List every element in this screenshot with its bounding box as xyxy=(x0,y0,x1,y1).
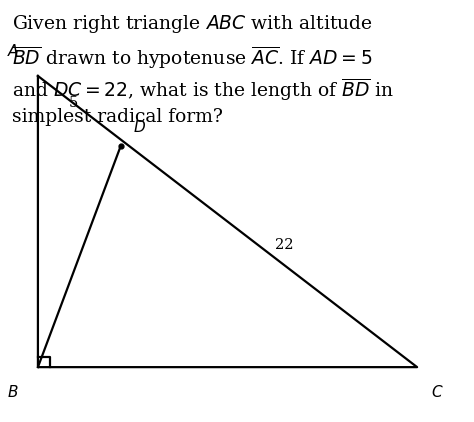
Text: $B$: $B$ xyxy=(8,384,19,400)
Text: $A$: $A$ xyxy=(7,43,19,59)
Text: 5: 5 xyxy=(69,96,78,111)
Text: simplest radical form?: simplest radical form? xyxy=(12,108,223,126)
Text: Given right triangle $\mathit{ABC}$ with altitude: Given right triangle $\mathit{ABC}$ with… xyxy=(12,13,373,35)
Text: $D$: $D$ xyxy=(133,119,146,135)
Text: $\overline{BD}$ drawn to hypotenuse $\overline{AC}$. If $\mathit{AD}=5$: $\overline{BD}$ drawn to hypotenuse $\ov… xyxy=(12,44,372,71)
Text: $C$: $C$ xyxy=(431,384,444,400)
Text: and $\mathit{DC}=22$, what is the length of $\overline{BD}$ in: and $\mathit{DC}=22$, what is the length… xyxy=(12,76,394,103)
Text: 22: 22 xyxy=(275,238,294,252)
